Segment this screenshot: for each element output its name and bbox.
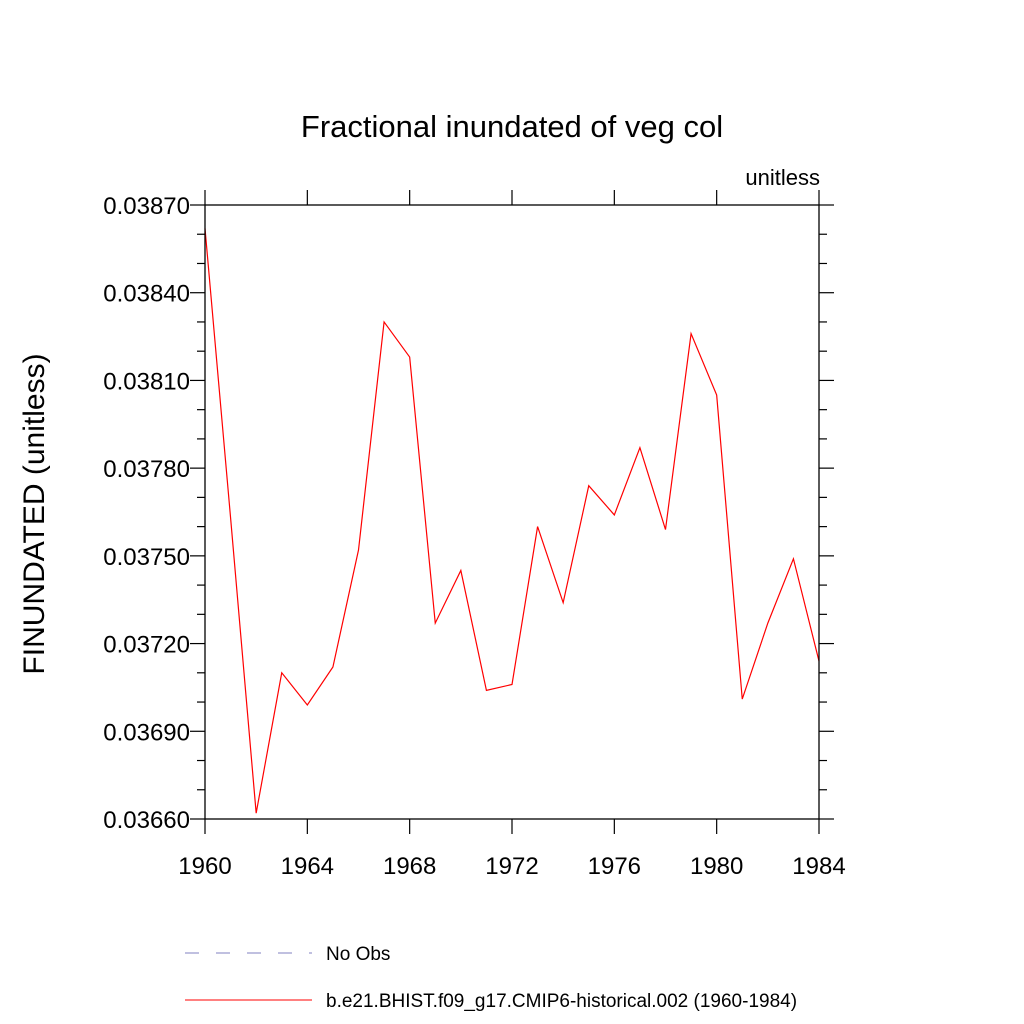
legend-label: b.e21.BHIST.f09_g17.CMIP6-historical.002… <box>326 991 797 1012</box>
legend: No Obs b.e21.BHIST.f09_g17.CMIP6-historic… <box>185 944 797 1012</box>
x-tick-label: 1984 <box>792 853 845 880</box>
chart-title: Fractional inundated of veg col <box>301 109 723 144</box>
y-tick-label: 0.03660 <box>103 807 190 834</box>
legend-label: No Obs <box>326 944 390 965</box>
y-tick-label: 0.03780 <box>103 456 190 483</box>
plot-frame <box>204 204 820 820</box>
y-tick-label: 0.03720 <box>103 632 190 659</box>
y-axis-label: FINUNDATED (unitless) <box>18 353 51 674</box>
axis-ticks <box>190 190 834 834</box>
x-tick-label: 1964 <box>281 853 334 880</box>
x-tick-label: 1960 <box>178 853 231 880</box>
x-tick-label: 1976 <box>588 853 641 880</box>
y-tick-label: 0.03750 <box>103 544 190 571</box>
x-tick-label: 1968 <box>383 853 436 880</box>
x-tick-label: 1980 <box>690 853 743 880</box>
y-tick-label: 0.03690 <box>103 719 190 746</box>
data-series <box>204 228 820 814</box>
y-tick-label: 0.03810 <box>103 368 190 395</box>
series-line <box>204 228 820 814</box>
y-tick-label: 0.03870 <box>103 193 190 220</box>
y-tick-label: 0.03840 <box>103 281 190 308</box>
x-tick-label: 1972 <box>485 853 538 880</box>
units-label: unitless <box>745 165 820 190</box>
tick-labels: 1960 1964 1968 1972 1976 1980 1984 0.03660 0.036… <box>103 193 845 880</box>
